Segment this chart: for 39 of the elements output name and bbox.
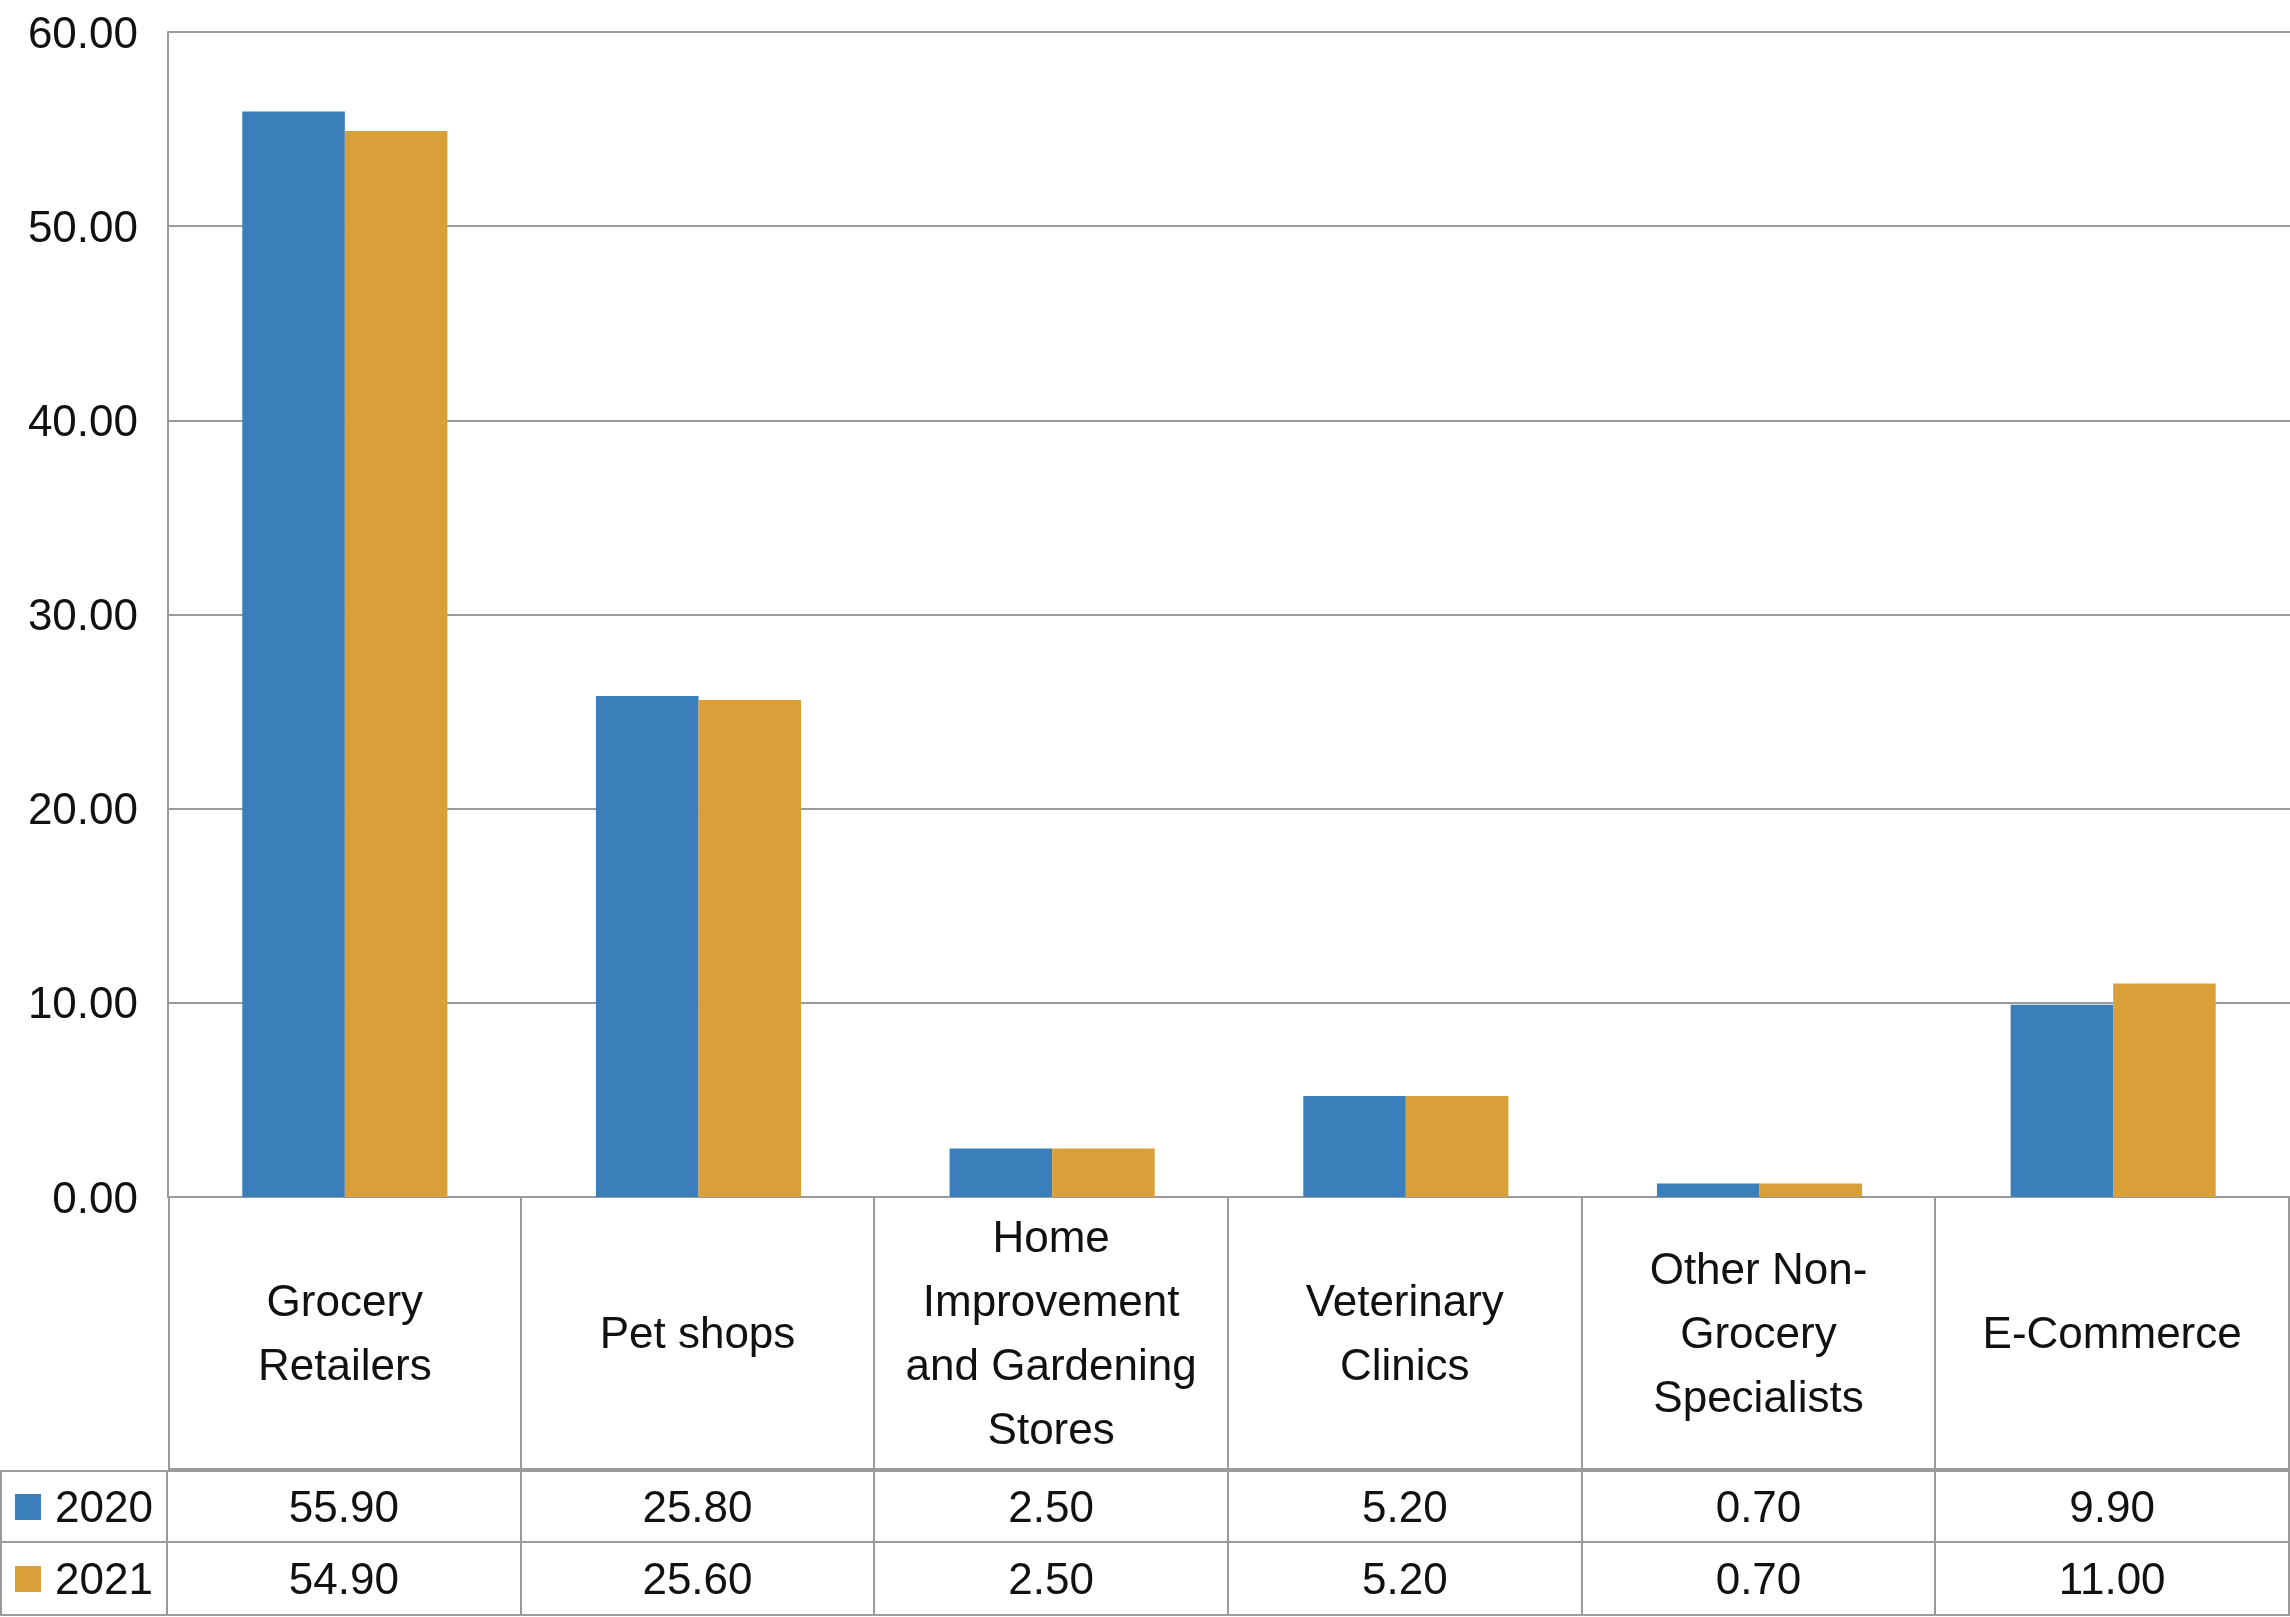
data-label: 9.90 (1936, 1470, 2290, 1543)
data-label: 0.70 (1582, 1543, 1937, 1616)
x-tick-label: Other Non-Grocery Specialists (1648, 1242, 1869, 1423)
legend-label: 2020 (55, 1480, 153, 1533)
bar (2010, 1004, 2114, 1197)
data-label: 5.20 (1229, 1470, 1583, 1543)
y-tick-label: 20.00 (27, 784, 138, 834)
bar (344, 131, 448, 1197)
data-label: 25.60 (521, 1543, 876, 1616)
data-label: 11.00 (1936, 1543, 2290, 1616)
data-label: 2.50 (875, 1543, 1229, 1616)
x-tick-label: Home Improvement and Gardening Stores (904, 1210, 1198, 1455)
data-label: 2.50 (875, 1470, 1229, 1543)
x-tick-label: Veterinary Clinics (1304, 1274, 1505, 1391)
x-tick-label: Pet shops (598, 1306, 797, 1359)
bar (949, 1148, 1053, 1197)
bar (1759, 1183, 1863, 1197)
y-tick-label: 0.00 (52, 1172, 138, 1222)
bar (242, 111, 345, 1197)
bar (1656, 1183, 1760, 1197)
bar (1303, 1096, 1406, 1197)
data-label: 55.90 (168, 1470, 522, 1543)
legend-label: 2021 (55, 1552, 153, 1605)
data-label: 5.20 (1229, 1543, 1583, 1616)
bar (698, 699, 802, 1197)
data-label: 25.80 (521, 1470, 876, 1543)
data-label: 54.90 (168, 1543, 522, 1616)
x-tick-label: E-Commerce (1981, 1306, 2243, 1359)
y-tick-label: 40.00 (27, 395, 138, 445)
y-tick-label: 50.00 (27, 201, 138, 251)
bar (595, 696, 699, 1197)
y-tick-label: 10.00 (27, 978, 138, 1028)
bar (1052, 1148, 1155, 1197)
data-label: 0.70 (1582, 1470, 1937, 1543)
y-tick-label: 30.00 (27, 590, 138, 639)
y-tick-label: 60.00 (27, 7, 138, 57)
bar (1405, 1096, 1509, 1197)
bar (2113, 983, 2216, 1197)
x-tick-label: Grocery Retailers (257, 1274, 433, 1391)
